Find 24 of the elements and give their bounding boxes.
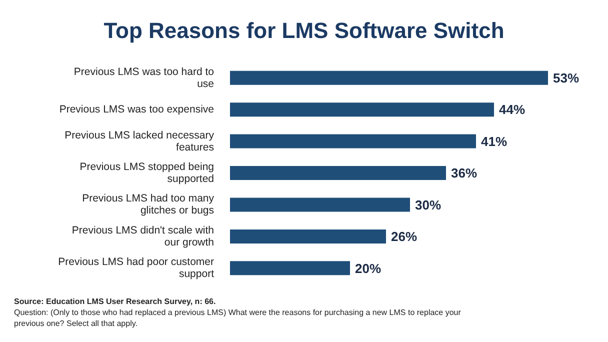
y-tick-label: Previous LMS was too expensive (59, 104, 214, 116)
bar (230, 166, 446, 180)
y-tick-label: Previous LMS lacked necessary features (64, 129, 215, 154)
data-label: 30% (415, 197, 442, 212)
text: Question: (Only to those who had replaced a previous LMS) What were the reasons for purchasing a new LMS to replace your previous one? Select all that apply. (14, 307, 462, 329)
chart-title: Top Reasons for LMS Software Switch (102, 18, 506, 44)
bar (230, 229, 386, 244)
bar (230, 198, 410, 212)
y-tick-label: Previous LMS was too hard to use (74, 66, 214, 90)
data-label: 44% (499, 102, 526, 118)
data-label: 26% (391, 229, 418, 244)
source-note: Source: Education LMS User Research Survey, n: 66. (14, 296, 217, 307)
bar (230, 134, 476, 148)
data-label: 53% (553, 70, 580, 86)
data-label: 20% (355, 260, 382, 276)
bar (230, 102, 494, 117)
y-tick-label: Previous LMS had poor customer support (58, 256, 214, 280)
bar (230, 70, 548, 85)
y-tick-label: Previous LMS had too many glitches or bugs (82, 192, 215, 217)
data-label: 41% (481, 134, 508, 149)
bar (230, 261, 350, 276)
y-tick-label: Previous LMS stopped being supported (80, 161, 214, 185)
y-tick-label: Previous LMS didn't scale with our growth (72, 224, 214, 248)
data-label: 36% (451, 166, 478, 181)
